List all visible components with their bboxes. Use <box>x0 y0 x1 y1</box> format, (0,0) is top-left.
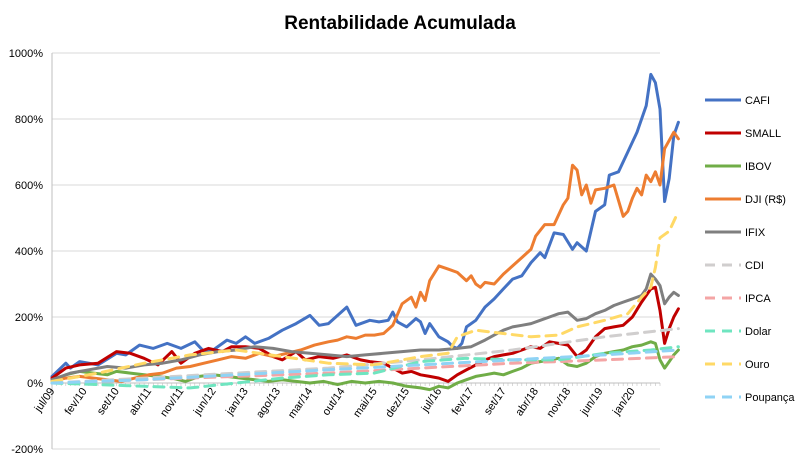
x-tick-label: jul/09 <box>32 386 57 415</box>
y-tick-label: 1000% <box>9 48 43 60</box>
x-tick-label: mar/14 <box>286 386 315 421</box>
x-tick-label: fev/10 <box>63 386 90 417</box>
legend-label-poupan-a: Poupança <box>745 392 795 404</box>
x-tick-label: jun/12 <box>191 386 219 418</box>
series-line-cafi <box>50 72 680 378</box>
series-line-dji-r <box>50 130 680 383</box>
y-tick-label: 200% <box>15 312 43 324</box>
legend-label-cdi: CDI <box>745 260 764 272</box>
legend-label-dji-r: DJI (R$) <box>745 194 786 206</box>
axis-layer: -200% 0% 200% 400% 600% 800% 1000% jul/09 fev/10… <box>9 48 661 456</box>
x-tick-label: set/17 <box>482 386 509 417</box>
legend: CAFI SMALL IBOV DJI (R$) IFIX CDI IPCA Dolar Our… <box>705 95 795 404</box>
x-tick-label: ago/13 <box>254 386 283 420</box>
legend-label-ouro: Ouro <box>745 359 769 371</box>
x-tick-label: abr/11 <box>127 386 154 418</box>
x-tick-label: nov/18 <box>545 386 574 420</box>
x-tick-label: mai/15 <box>351 386 380 420</box>
x-tick-label: jan/20 <box>610 386 638 418</box>
x-tick-label: nov/11 <box>158 386 186 419</box>
legend-label-ifix: IFIX <box>745 227 766 239</box>
legend-label-small: SMALL <box>745 128 781 140</box>
x-tick-label: jun/19 <box>578 386 606 418</box>
series-line-poupan-a <box>50 348 680 385</box>
legend-label-ipca: IPCA <box>745 293 771 305</box>
legend-label-ibov: IBOV <box>745 161 772 173</box>
x-tick-label: dez/15 <box>383 386 412 420</box>
legend-label-dolar: Dolar <box>745 326 772 338</box>
legend-label-cafi: CAFI <box>745 95 770 107</box>
y-tick-label: -200% <box>11 444 43 456</box>
series-layer <box>50 72 680 392</box>
x-tick-label: fev/17 <box>450 386 477 417</box>
series-line-dolar <box>50 345 680 390</box>
x-tick-label: out/14 <box>320 386 347 418</box>
x-tick-label: jan/13 <box>223 386 251 418</box>
y-tick-label: 0% <box>27 378 43 390</box>
x-tick-label: set/10 <box>95 386 122 417</box>
y-tick-label: 600% <box>15 180 43 192</box>
chart-title: Rentabilidade Acumulada <box>284 13 516 34</box>
y-tick-label: 400% <box>15 246 43 258</box>
x-tick-label: abr/18 <box>513 386 541 418</box>
series-line-ouro <box>50 209 680 383</box>
y-tick-label: 800% <box>15 114 43 126</box>
